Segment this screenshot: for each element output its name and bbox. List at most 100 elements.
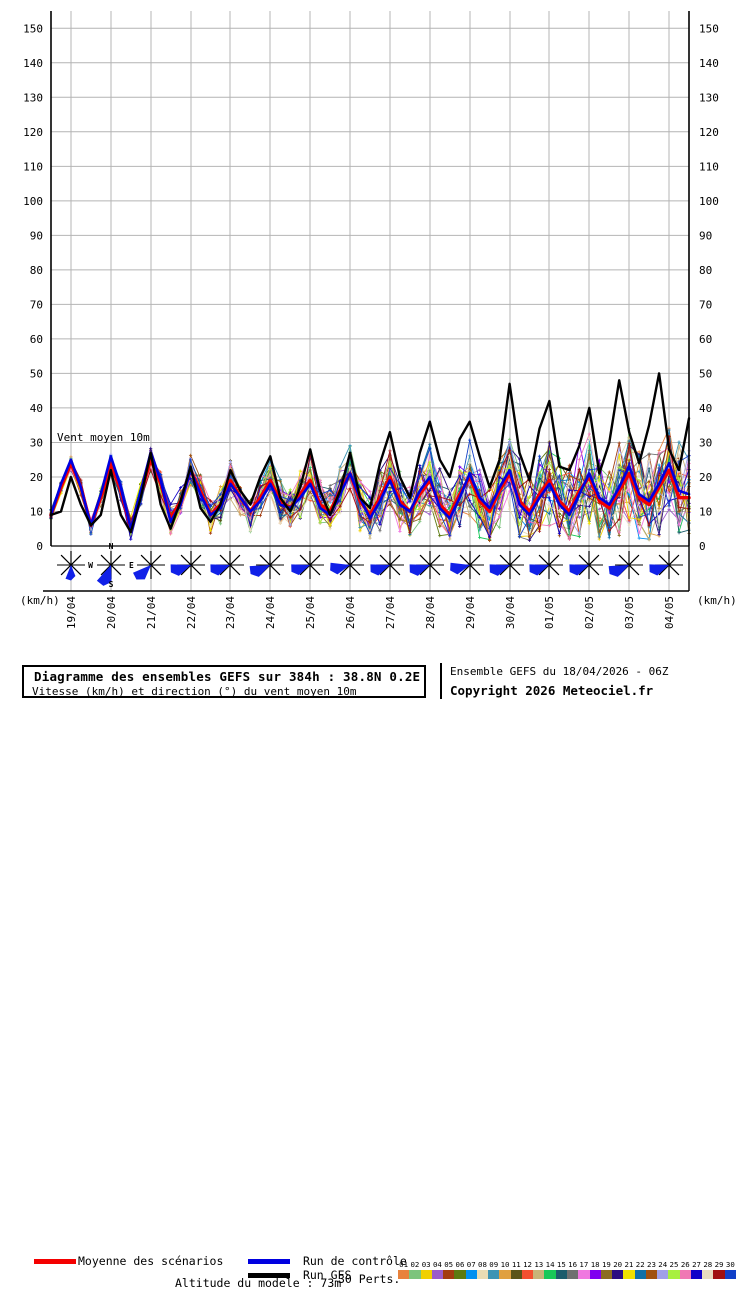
control-color-swatch xyxy=(248,1259,290,1264)
y-tick-left-50: 50 xyxy=(30,367,43,380)
wind-arrow-24/04 xyxy=(249,551,284,579)
x-tick-22/04: 22/04 xyxy=(185,596,198,629)
wind-arrow-25/04 xyxy=(291,551,324,579)
series-gfs xyxy=(49,372,691,534)
pert-id-23: 23 xyxy=(647,1260,656,1269)
pert-id-06: 06 xyxy=(455,1260,465,1269)
y-tick-left-70: 70 xyxy=(30,298,43,311)
compass-label-w: W xyxy=(88,561,93,570)
pert-swatch-19 xyxy=(600,1270,613,1279)
pert-id-08: 08 xyxy=(478,1260,487,1269)
pert-swatch-01 xyxy=(398,1270,410,1279)
pert-id-05: 05 xyxy=(444,1260,454,1269)
wind-arrow-19/04 xyxy=(57,551,85,581)
y-tick-right-80: 80 xyxy=(699,264,712,277)
pert-id-16: 16 xyxy=(568,1260,578,1269)
pert-swatch-26 xyxy=(679,1270,691,1279)
x-tick-26/04: 26/04 xyxy=(344,596,357,629)
pert-swatch-21 xyxy=(623,1270,635,1279)
wind-arrow-02/05 xyxy=(569,551,603,579)
y-tick-right-130: 130 xyxy=(699,91,719,104)
y-tick-right-30: 30 xyxy=(699,436,712,449)
pert-id-20: 20 xyxy=(613,1260,623,1269)
pert-swatch-18 xyxy=(589,1270,601,1279)
pert-id-26: 26 xyxy=(680,1260,690,1269)
pert-id-14: 14 xyxy=(545,1260,555,1269)
mean-color-swatch xyxy=(34,1259,76,1264)
legend-mean xyxy=(34,1254,82,1268)
x-tick-04/05: 04/05 xyxy=(663,596,676,629)
x-tick-01/05: 01/05 xyxy=(543,596,556,629)
plot-annotation: Vent moyen 10m xyxy=(57,431,150,444)
title-box: Diagramme des ensembles GEFS sur 384h : … xyxy=(22,665,426,698)
pert-swatch-24 xyxy=(657,1270,669,1279)
y-tick-right-20: 20 xyxy=(699,471,712,484)
ensemble-chart: 0 0 10 10 20 20 30 30 40 40 50 50 60 60 70 70 80 80 90 90 10… xyxy=(20,11,737,629)
y-tick-right-10: 10 xyxy=(699,505,712,518)
x-tick-24/04: 24/04 xyxy=(264,596,277,629)
wind-arrow-01/05 xyxy=(529,551,563,579)
pert-id-row: 01 02 03 04 05 06 07 08 09 10 11 12 13 14 15 16 17 18 19 20… xyxy=(398,1260,736,1270)
y-tick-right-140: 140 xyxy=(699,57,719,70)
x-tick-20/04: 20/04 xyxy=(105,596,118,629)
pert-swatch-20 xyxy=(612,1270,624,1279)
pert-swatch-22 xyxy=(634,1270,646,1279)
pert-id-13: 13 xyxy=(534,1260,544,1269)
y-tick-right-90: 90 xyxy=(699,229,712,242)
x-tick-19/04: 19/04 xyxy=(65,596,78,629)
legend-altitude: Altitude du modele : 73m xyxy=(175,1276,342,1290)
x-tick-25/04: 25/04 xyxy=(304,596,317,629)
y-tick-left-80: 80 xyxy=(30,264,43,277)
x-tick-30/04: 30/04 xyxy=(504,596,517,629)
x-tick-02/05: 02/05 xyxy=(583,596,596,629)
x-tick-29/04: 29/04 xyxy=(464,596,477,629)
pert-swatch-09 xyxy=(488,1270,500,1279)
x-tick-23/04: 23/04 xyxy=(224,596,237,629)
pert-id-04: 04 xyxy=(432,1260,442,1269)
pert-swatch-25 xyxy=(668,1270,680,1279)
page-title: Diagramme des ensembles GEFS sur 384h : … xyxy=(34,669,421,684)
wind-arrow-29/04 xyxy=(450,551,484,579)
compass-label-s: S xyxy=(109,580,114,589)
pert-id-09: 09 xyxy=(489,1260,499,1269)
pert-id-22: 22 xyxy=(635,1260,645,1269)
run-info-box: Ensemble GEFS du 18/04/2026 - 06Z Copyri… xyxy=(440,663,740,699)
pert-id-25: 25 xyxy=(669,1260,679,1269)
legend-mean-label: Moyenne des scénarios xyxy=(78,1254,224,1268)
pert-swatch-29 xyxy=(713,1270,725,1279)
y-tick-left-140: 140 xyxy=(23,57,43,70)
y-tick-right-50: 50 xyxy=(699,367,712,380)
pert-id-10: 10 xyxy=(500,1260,510,1269)
x-tick-03/05: 03/05 xyxy=(623,596,636,629)
pert-id-01: 01 xyxy=(399,1260,409,1269)
wind-arrow-30/04 xyxy=(489,551,524,579)
legend-perts-label: 30 Perts. xyxy=(338,1272,401,1286)
pert-id-27: 27 xyxy=(692,1260,701,1269)
y-tick-left-110: 110 xyxy=(23,160,43,173)
y-tick-right-0: 0 xyxy=(699,540,706,553)
pert-id-02: 02 xyxy=(410,1260,420,1269)
y-tick-left-100: 100 xyxy=(23,195,43,208)
y-tick-right-60: 60 xyxy=(699,333,712,346)
y-tick-right-120: 120 xyxy=(699,126,719,139)
pert-id-28: 28 xyxy=(703,1260,713,1269)
y-tick-left-10: 10 xyxy=(30,505,43,518)
legend-mean-label-row: Moyenne des scénarios xyxy=(78,1254,223,1268)
pert-swatch-08 xyxy=(476,1270,489,1279)
x-tick-21/04: 21/04 xyxy=(145,596,158,629)
pert-id-12: 12 xyxy=(523,1260,532,1269)
y-tick-left-130: 130 xyxy=(23,91,43,104)
pert-swatch-13 xyxy=(533,1270,545,1279)
wind-arrow-23/04 xyxy=(210,551,244,579)
pert-id-30: 30 xyxy=(725,1260,735,1269)
pert-id-03: 03 xyxy=(421,1260,431,1269)
y-tick-right-110: 110 xyxy=(699,160,719,173)
y-tick-left-20: 20 xyxy=(30,471,43,484)
pert-swatch-04 xyxy=(431,1270,444,1279)
pert-swatch-14 xyxy=(544,1270,556,1279)
wind-direction-row xyxy=(57,551,683,586)
chart-svg: 0 0 10 10 20 20 30 30 40 40 50 50 60 60 70 70 80 80 90 90 10… xyxy=(20,11,737,629)
pert-swatch-27 xyxy=(690,1270,703,1279)
pert-swatch-28 xyxy=(702,1270,714,1279)
copyright: Copyright 2026 Meteociel.fr xyxy=(450,683,654,698)
